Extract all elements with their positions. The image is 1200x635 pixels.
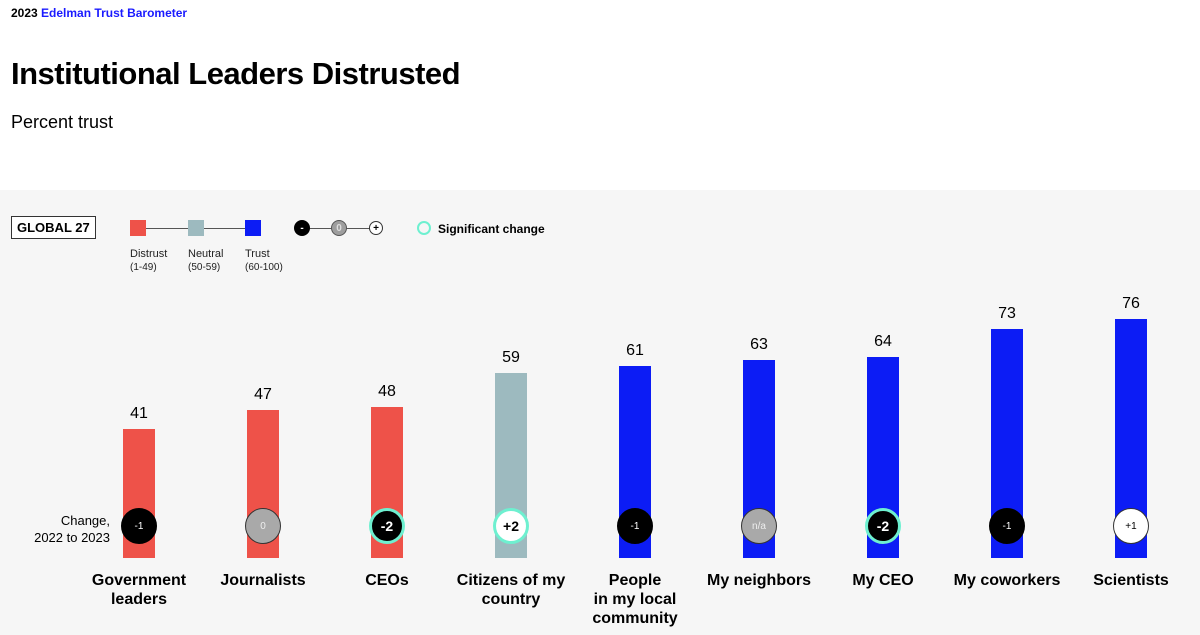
legend-distrust-range: (1-49) bbox=[130, 262, 157, 273]
data-label: 47 bbox=[254, 386, 272, 404]
data-label: 41 bbox=[130, 405, 148, 423]
subtitle: Percent trust bbox=[11, 112, 114, 132]
year: 2023 bbox=[11, 6, 38, 20]
change-label-line2: 2022 to 2023 bbox=[34, 530, 110, 545]
change-badge: -2 bbox=[369, 508, 405, 544]
category-label: Citizens of my country bbox=[449, 571, 573, 609]
category-label-line: My neighbors bbox=[706, 572, 811, 589]
legend-distrust: Distrust (1-49) bbox=[130, 247, 167, 275]
category-label: My CEO bbox=[821, 571, 945, 590]
positive-change-dot: + bbox=[369, 221, 383, 235]
category-label-line: country bbox=[481, 591, 541, 608]
change-badge: +1 bbox=[1113, 508, 1149, 544]
legend-neutral: Neutral (50-59) bbox=[188, 247, 223, 275]
data-label: 76 bbox=[1122, 295, 1140, 313]
trust-swatch bbox=[245, 220, 261, 236]
brand-header: 2023 Edelman Trust Barometer bbox=[11, 6, 187, 20]
legend-neutral-range: (50-59) bbox=[188, 262, 221, 273]
change-badge: 0 bbox=[245, 508, 281, 544]
change-badge: -1 bbox=[989, 508, 1025, 544]
category-label: Government leaders bbox=[77, 571, 201, 609]
change-label-line1: Change, bbox=[60, 513, 110, 528]
category-label: People in my local community bbox=[573, 571, 697, 628]
category-label: Journalists bbox=[201, 571, 325, 590]
legend-trust-label: Trust bbox=[245, 248, 270, 260]
data-label: 48 bbox=[378, 383, 396, 401]
category-label: Scientists bbox=[1069, 571, 1193, 590]
global-badge: GLOBAL 27 bbox=[11, 216, 96, 239]
brand-name: Edelman Trust Barometer bbox=[41, 6, 188, 20]
category-label-line: in my local bbox=[593, 591, 677, 608]
neutral-swatch bbox=[188, 220, 204, 236]
significant-change-label: Significant change bbox=[438, 222, 545, 236]
category-label-line: leaders bbox=[110, 591, 168, 608]
data-label: 73 bbox=[998, 304, 1016, 322]
page-title: Institutional Leaders Distrusted bbox=[11, 56, 461, 91]
category-label-line: community bbox=[592, 610, 678, 627]
change-badge: +2 bbox=[493, 508, 529, 544]
data-label: 61 bbox=[626, 342, 644, 360]
category-label-line: CEOs bbox=[365, 572, 409, 589]
category-label-line: Scientists bbox=[1093, 572, 1169, 589]
legend-trust: Trust (60-100) bbox=[245, 247, 283, 275]
category-label-line: Citizens of my bbox=[456, 572, 566, 589]
change-label: Change, 2022 to 2023 bbox=[20, 512, 110, 546]
no-change-dot: 0 bbox=[331, 220, 347, 236]
legend-trust-range: (60-100) bbox=[245, 262, 283, 273]
category-label-line: My CEO bbox=[852, 572, 914, 589]
category-label: My coworkers bbox=[945, 571, 1069, 590]
category-label-line: My coworkers bbox=[953, 572, 1061, 589]
significant-change-icon bbox=[417, 221, 431, 235]
data-label: 59 bbox=[502, 348, 520, 366]
data-label: 64 bbox=[874, 333, 892, 351]
category-label-line: Journalists bbox=[220, 572, 306, 589]
data-label: 63 bbox=[750, 336, 768, 354]
negative-change-dot: - bbox=[294, 220, 310, 236]
change-badge: -2 bbox=[865, 508, 901, 544]
category-label-line: People bbox=[608, 572, 662, 589]
change-badge: -1 bbox=[121, 508, 157, 544]
legend-distrust-label: Distrust bbox=[130, 248, 168, 260]
category-label: CEOs bbox=[325, 571, 449, 590]
distrust-swatch bbox=[130, 220, 146, 236]
category-label-line: Government bbox=[91, 572, 187, 589]
category-label: My neighbors bbox=[697, 571, 821, 590]
change-badge: n/a bbox=[741, 508, 777, 544]
legend-neutral-label: Neutral bbox=[188, 248, 224, 260]
change-badge: -1 bbox=[617, 508, 653, 544]
